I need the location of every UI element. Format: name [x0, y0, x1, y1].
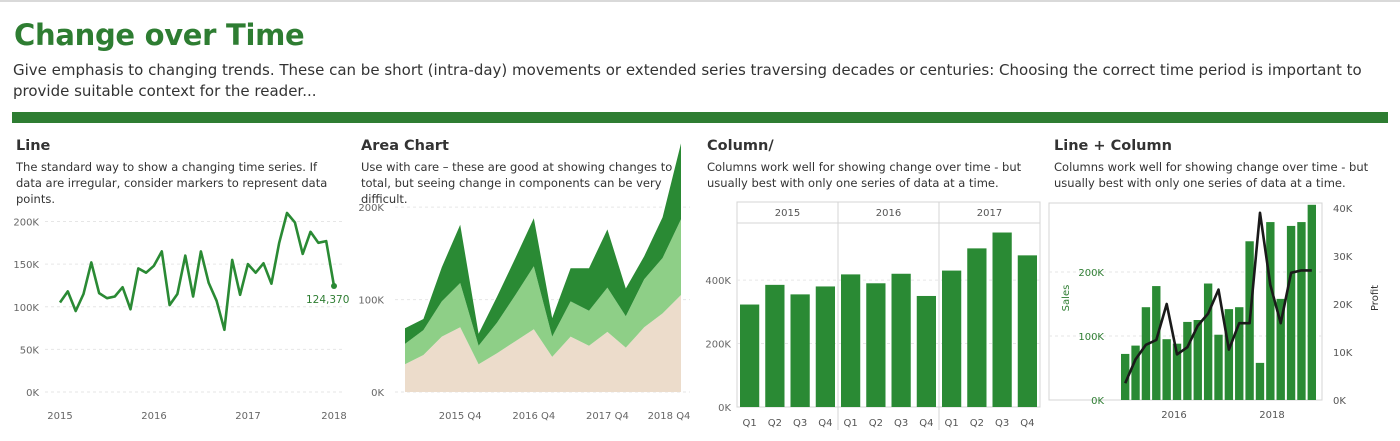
area-y-tick-label: 200K	[358, 203, 384, 214]
line-column-bar	[1286, 225, 1296, 400]
line-column-right-tick-label: 40K	[1333, 204, 1353, 215]
line-x-tick-label: 2018	[321, 411, 346, 422]
page-title: Change over Time	[14, 18, 305, 52]
line-end-label: 124,370	[306, 294, 349, 306]
area-panel-description: Use with care – these are good at showin…	[361, 160, 673, 206]
line-column-left-tick-label: 0K	[1091, 396, 1104, 407]
column-x-tick-label: Q2	[768, 418, 782, 429]
area-layer-bottom	[405, 295, 681, 392]
line-column-bar	[1276, 298, 1285, 400]
line-column-bar	[1162, 339, 1171, 400]
column-x-tick-label: Q1	[844, 418, 858, 429]
column-bar	[1017, 255, 1037, 407]
area-x-tick-label: 2016 Q4	[512, 411, 555, 422]
line-column-bar	[1266, 222, 1275, 400]
page-subtitle: Give emphasis to changing trends. These …	[13, 61, 1362, 100]
column-y-tick-label: 400K	[705, 276, 731, 287]
column-y-tick-label: 200K	[705, 340, 731, 351]
column-x-tick-label: Q4	[1020, 418, 1034, 429]
column-y-tick-label: 0K	[718, 403, 731, 414]
column-x-tick-label: Q1	[743, 418, 757, 429]
line-column-panel-title: Line + Column	[1054, 138, 1172, 154]
line-series	[58, 211, 336, 332]
line-column-right-tick-label: 30K	[1333, 252, 1353, 263]
line-column-bar	[1297, 222, 1306, 400]
line-column-left-axis-title: Sales	[1061, 285, 1072, 312]
line-y-tick-label: 0K	[26, 388, 39, 399]
column-panel-description: Columns work well for showing change ove…	[707, 160, 1022, 190]
line-column-bar	[1255, 362, 1265, 400]
area-layer-top	[405, 143, 681, 346]
line-column-bar	[1235, 307, 1244, 400]
line-x-tick-label: 2017	[235, 411, 260, 422]
area-x-tick-label: 2015 Q4	[439, 411, 482, 422]
top-border	[0, 0, 1400, 2]
column-year-label: 2017	[977, 208, 1002, 219]
column-x-tick-label: Q2	[970, 418, 984, 429]
area-x-tick-label: 2017 Q4	[586, 411, 629, 422]
column-bar	[891, 273, 911, 407]
line-column-left-tick-label: 100K	[1078, 332, 1104, 343]
line-column-right-axis-title: Profit	[1370, 285, 1381, 311]
column-bar	[916, 295, 936, 407]
green-divider-band	[12, 112, 1388, 123]
line-y-tick-label: 50K	[20, 345, 40, 356]
column-year-label: 2016	[876, 208, 901, 219]
line-x-tick-label: 2016	[141, 411, 166, 422]
line-end-marker	[331, 282, 337, 289]
line-panel-title: Line	[16, 138, 51, 154]
column-x-tick-label: Q1	[945, 418, 959, 429]
column-bar	[942, 270, 962, 407]
line-column-profit-line	[1124, 211, 1312, 384]
column-frame	[736, 201, 1041, 408]
column-bar	[740, 304, 760, 407]
column-bar	[765, 284, 785, 407]
line-column-panel-description: Columns work well for showing change ove…	[1054, 160, 1369, 190]
area-panel-title: Area Chart	[361, 138, 449, 154]
area-x-tick-label: 2018 Q4	[648, 411, 691, 422]
line-column-left-tick-label: 200K	[1078, 268, 1104, 279]
area-y-tick-label: 100K	[358, 296, 384, 307]
line-column-bar	[1183, 321, 1192, 400]
line-column-bar	[1214, 334, 1223, 400]
column-bar	[866, 283, 886, 407]
line-y-tick-label: 100K	[13, 303, 39, 314]
column-bar	[992, 232, 1012, 407]
area-layer-middle	[405, 219, 681, 365]
column-bar	[967, 248, 987, 407]
line-column-bar	[1131, 345, 1140, 400]
line-y-tick-label: 200K	[13, 218, 39, 229]
column-x-tick-label: Q2	[869, 418, 883, 429]
area-y-tick-label: 0K	[371, 388, 384, 399]
line-column-bar	[1121, 353, 1130, 400]
line-column-right-tick-label: 0K	[1333, 396, 1346, 407]
column-x-tick-label: Q4	[919, 418, 933, 429]
line-column-right-tick-label: 10K	[1333, 348, 1353, 359]
line-panel-description: The standard way to show a changing time…	[16, 160, 328, 206]
line-column-x-tick-label: 2018	[1259, 410, 1284, 421]
column-bar	[790, 294, 810, 407]
column-bar	[815, 286, 835, 407]
line-column-right-tick-label: 20K	[1333, 300, 1353, 311]
line-column-bar	[1172, 343, 1182, 400]
column-year-label: 2015	[775, 208, 800, 219]
column-x-tick-label: Q4	[818, 418, 832, 429]
line-column-bar	[1203, 283, 1213, 400]
line-column-x-tick-label: 2016	[1161, 410, 1186, 421]
line-column-bar	[1152, 286, 1161, 400]
line-column-bar	[1141, 307, 1151, 400]
line-column-bar	[1307, 204, 1316, 400]
column-x-tick-label: Q3	[793, 418, 807, 429]
column-x-tick-label: Q3	[894, 418, 908, 429]
column-bar	[841, 274, 861, 407]
line-x-tick-label: 2015	[47, 411, 72, 422]
line-column-bar	[1193, 320, 1202, 400]
column-x-tick-label: Q3	[995, 418, 1009, 429]
line-y-tick-label: 150K	[13, 260, 39, 271]
line-column-bar	[1224, 309, 1234, 400]
column-panel-title: Column/	[707, 138, 774, 154]
